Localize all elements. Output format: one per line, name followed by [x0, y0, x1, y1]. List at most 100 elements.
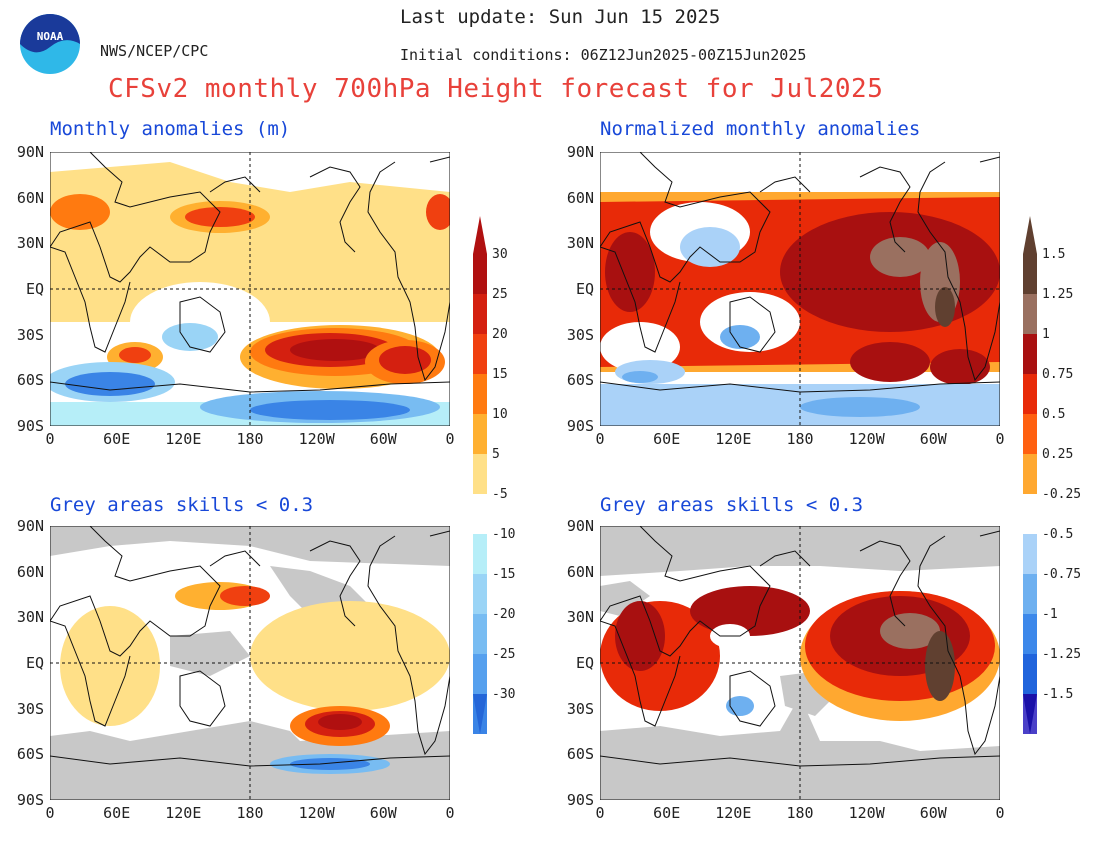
- lon-label: 120E: [165, 804, 202, 822]
- colorbar-left: [473, 216, 487, 734]
- colorbar-label: 0.75: [1042, 367, 1074, 382]
- lon-label: 120E: [715, 430, 752, 448]
- lat-label: EQ: [575, 280, 594, 298]
- lat-label: 60N: [566, 562, 594, 581]
- lat-label: 30S: [566, 325, 594, 344]
- lat-label: 90N: [16, 143, 44, 161]
- lat-label: EQ: [25, 654, 44, 672]
- colorbar-label: -10: [492, 527, 516, 542]
- colorbar-label: -5: [492, 487, 508, 502]
- colorbar-label: -1.25: [1042, 647, 1082, 662]
- colorbar-label: 25: [492, 287, 508, 302]
- lon-label: 0: [45, 430, 55, 448]
- agency-label: NWS/NCEP/CPC: [100, 42, 209, 60]
- colorbar-label: -1.5: [1042, 687, 1074, 702]
- map-panel-top-left: [50, 152, 450, 426]
- colorbar-arrow-top: [1023, 216, 1037, 254]
- lon-label: 180: [786, 430, 814, 448]
- colorbar-segment: [1023, 334, 1037, 374]
- lat-label: 30N: [16, 608, 44, 627]
- initial-conditions: Initial conditions: 06Z12Jun2025-00Z15Ju…: [400, 46, 807, 64]
- lon-label: 60W: [369, 430, 397, 448]
- lat-label: 60S: [16, 745, 44, 764]
- colorbar-label: 1.25: [1042, 287, 1074, 302]
- colorbar-segment: [473, 294, 487, 334]
- lon-label: 120W: [298, 804, 335, 822]
- lon-label: 120W: [848, 430, 885, 448]
- lon-label: 180: [236, 804, 264, 822]
- lat-label: 30N: [16, 234, 44, 253]
- map-panel-bottom-right: [600, 526, 1000, 800]
- colorbar-label: -25: [492, 647, 516, 662]
- lat-label: 90S: [16, 791, 44, 809]
- colorbar-segment: [473, 494, 487, 534]
- colorbar-label: 1: [1042, 327, 1050, 342]
- colorbar-label: 5: [492, 447, 500, 462]
- colorbar-label: -0.75: [1042, 567, 1082, 582]
- panel-title-bottom-left: Grey areas skills < 0.3: [50, 494, 314, 516]
- logo-text: NOAA: [37, 30, 64, 43]
- lon-label: 60E: [653, 430, 681, 448]
- colorbar-label: 1.5: [1042, 247, 1066, 262]
- panel-title-top-left: Monthly anomalies (m): [50, 118, 291, 140]
- lat-label: 90N: [566, 143, 594, 161]
- map-panel-bottom-left: [50, 526, 450, 800]
- colorbar-segment: [473, 414, 487, 454]
- lat-label: 90N: [16, 517, 44, 535]
- lon-label: 60W: [919, 804, 947, 822]
- lat-label: 90S: [16, 417, 44, 435]
- lat-label: 60N: [566, 188, 594, 207]
- colorbar-segment: [1023, 414, 1037, 454]
- colorbar-arrow-bottom: [1023, 694, 1037, 734]
- lat-label: 90N: [566, 517, 594, 535]
- colorbar-label: 20: [492, 327, 508, 342]
- colorbar-segment: [473, 334, 487, 374]
- lat-label: 60N: [16, 562, 44, 581]
- lon-label: 60E: [103, 804, 131, 822]
- colorbar-segment: [1023, 294, 1037, 334]
- colorbar-segment: [1023, 454, 1037, 494]
- colorbar-arrow-bottom: [473, 694, 487, 734]
- colorbar-segment: [1023, 534, 1037, 574]
- lon-label: 120E: [165, 430, 202, 448]
- lat-label: 60S: [16, 371, 44, 390]
- lon-label: 0: [595, 430, 605, 448]
- lon-label: 180: [786, 804, 814, 822]
- colorbar-arrow-top: [473, 216, 487, 254]
- lon-label: 0: [995, 430, 1005, 448]
- colorbar-segment: [1023, 254, 1037, 294]
- colorbar-label: -0.5: [1042, 527, 1074, 542]
- lat-label: 60S: [566, 371, 594, 390]
- lat-label: 30S: [16, 699, 44, 718]
- last-update: Last update: Sun Jun 15 2025: [400, 6, 721, 28]
- colorbar-label: -30: [492, 687, 516, 702]
- lat-label: EQ: [575, 654, 594, 672]
- noaa-logo: NOAA: [19, 13, 81, 75]
- colorbar-segment: [473, 574, 487, 614]
- lat-label: 30N: [566, 608, 594, 627]
- colorbar-segment: [1023, 574, 1037, 614]
- colorbar-label: -20: [492, 607, 516, 622]
- lon-label: 0: [595, 804, 605, 822]
- lat-label: 30S: [566, 699, 594, 718]
- colorbar-segment: [473, 614, 487, 654]
- lon-label: 60W: [369, 804, 397, 822]
- colorbar-segment: [1023, 374, 1037, 414]
- lon-label: 60E: [653, 804, 681, 822]
- lat-label: 30N: [566, 234, 594, 253]
- lon-label: 0: [445, 804, 455, 822]
- lon-label: 0: [995, 804, 1005, 822]
- lon-label: 120E: [715, 804, 752, 822]
- lon-label: 60W: [919, 430, 947, 448]
- lon-label: 0: [45, 804, 55, 822]
- lon-label: 120W: [848, 804, 885, 822]
- colorbar-segment: [473, 654, 487, 694]
- colorbar-label: 0.5: [1042, 407, 1066, 422]
- colorbar-label: 30: [492, 247, 508, 262]
- colorbar-label: -15: [492, 567, 516, 582]
- lon-label: 180: [236, 430, 264, 448]
- colorbar-label: 0.25: [1042, 447, 1074, 462]
- colorbar-segment: [1023, 614, 1037, 654]
- colorbar-segment: [1023, 654, 1037, 694]
- colorbar-right: [1023, 216, 1037, 734]
